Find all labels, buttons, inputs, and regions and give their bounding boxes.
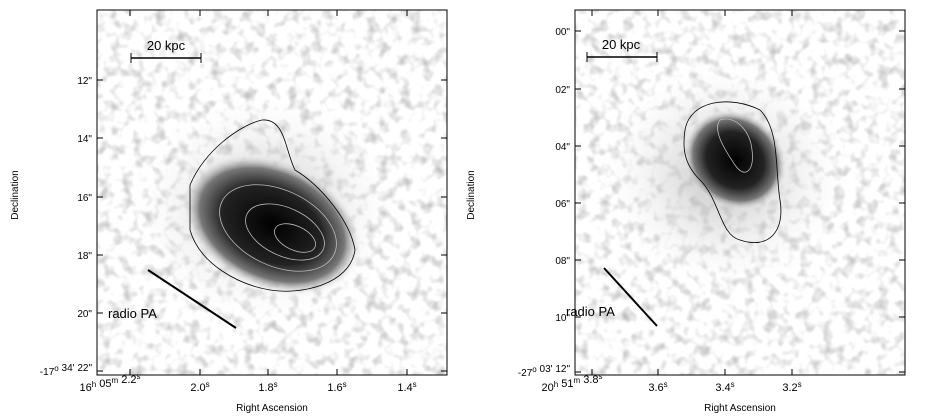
x-axis-label: Right Ascension bbox=[704, 403, 776, 414]
tick-text: 3.6 bbox=[648, 382, 663, 394]
tick-text: 51 bbox=[558, 378, 573, 390]
tick-label: 1.4s bbox=[397, 380, 416, 394]
tick-text: 08" bbox=[555, 256, 570, 267]
tick-sup: s bbox=[731, 380, 735, 389]
tick-sup: s bbox=[413, 380, 417, 389]
tick-label: 10" bbox=[555, 313, 570, 324]
tick-text: 18" bbox=[77, 251, 92, 262]
tick-text: -17 bbox=[40, 367, 55, 378]
tick-label: 3.2s bbox=[782, 380, 801, 394]
tick-label: -27o 03' 12" bbox=[518, 364, 571, 379]
tick-sup: m bbox=[573, 376, 580, 385]
tick-sup: o bbox=[54, 364, 59, 373]
tick-label: 12" bbox=[77, 76, 92, 87]
tick-text: 2.2 bbox=[118, 374, 136, 386]
tick-text: -27 bbox=[518, 368, 533, 379]
tick-text: 02" bbox=[555, 85, 570, 96]
tick-text: 20 bbox=[541, 382, 553, 394]
radio-pa-line bbox=[603, 267, 658, 327]
tick-label: 04" bbox=[555, 142, 570, 153]
tick-label: 16h 05m 2.2s bbox=[79, 372, 140, 394]
image-left bbox=[97, 10, 447, 375]
scale-label: 20 kpc bbox=[602, 37, 641, 52]
tick-text: 06" bbox=[555, 199, 570, 210]
tick-text: 20" bbox=[77, 309, 92, 320]
tick-label: 06" bbox=[555, 199, 570, 210]
y-axis-label: Declination bbox=[10, 170, 21, 219]
tick-text: 04" bbox=[555, 142, 570, 153]
tick-label: 3.4s bbox=[715, 380, 734, 394]
frame-left bbox=[96, 9, 448, 376]
x-axis-label: Right Ascension bbox=[236, 403, 308, 414]
annotation: radio PA bbox=[108, 306, 157, 321]
radio-pa-line bbox=[147, 269, 237, 329]
tick-sup: o bbox=[532, 365, 537, 374]
tick-label: 00" bbox=[555, 27, 570, 38]
tick-text: 3.4 bbox=[715, 382, 730, 394]
tick-label: 3.6s bbox=[648, 380, 667, 394]
tick-label: 2.0s bbox=[190, 380, 209, 394]
tick-label: 02" bbox=[555, 85, 570, 96]
tick-text: 3.2 bbox=[782, 382, 797, 394]
tick-sup: s bbox=[599, 372, 603, 381]
tick-text: 00" bbox=[555, 27, 570, 38]
tick-label: 1.6s bbox=[327, 380, 346, 394]
tick-text: 1.8 bbox=[258, 382, 273, 394]
tick-sup: h bbox=[92, 380, 96, 389]
tick-label: 08" bbox=[555, 256, 570, 267]
tick-text: 1.6 bbox=[327, 382, 342, 394]
tick-label: -17o 34' 22" bbox=[40, 363, 93, 378]
tick-sup: h bbox=[554, 380, 558, 389]
tick-text: 1.4 bbox=[397, 382, 412, 394]
frame-right bbox=[574, 9, 906, 376]
tick-text: 14" bbox=[77, 134, 92, 145]
tick-sup: s bbox=[664, 380, 668, 389]
tick-label: 1.8s bbox=[258, 380, 277, 394]
tick-text: 2.0 bbox=[190, 382, 205, 394]
tick-label: 16" bbox=[77, 193, 92, 204]
tick-text: 16" bbox=[77, 193, 92, 204]
tick-sup: s bbox=[274, 380, 278, 389]
tick-sup: m bbox=[111, 376, 118, 385]
scale-label: 20 kpc bbox=[147, 38, 186, 53]
tick-label: 20h 51m 3.8s bbox=[541, 372, 602, 394]
image-right bbox=[575, 10, 905, 375]
tick-text: 05 bbox=[96, 378, 111, 390]
tick-label: 14" bbox=[77, 134, 92, 145]
tick-text: 03' 12" bbox=[537, 364, 571, 375]
tick-text: 12" bbox=[77, 76, 92, 87]
tick-text: 10" bbox=[555, 313, 570, 324]
tick-sup: s bbox=[798, 380, 802, 389]
tick-text: 34' 22" bbox=[59, 363, 93, 374]
tick-sup: s bbox=[343, 380, 347, 389]
tick-label: 20" bbox=[77, 309, 92, 320]
tick-sup: s bbox=[206, 380, 210, 389]
y-axis-label: Declination bbox=[466, 170, 477, 219]
tick-label: 18" bbox=[77, 251, 92, 262]
tick-text: 16 bbox=[79, 382, 91, 394]
annotation: radio PA bbox=[566, 304, 615, 319]
tick-sup: s bbox=[137, 372, 141, 381]
tick-text: 3.8 bbox=[580, 374, 598, 386]
